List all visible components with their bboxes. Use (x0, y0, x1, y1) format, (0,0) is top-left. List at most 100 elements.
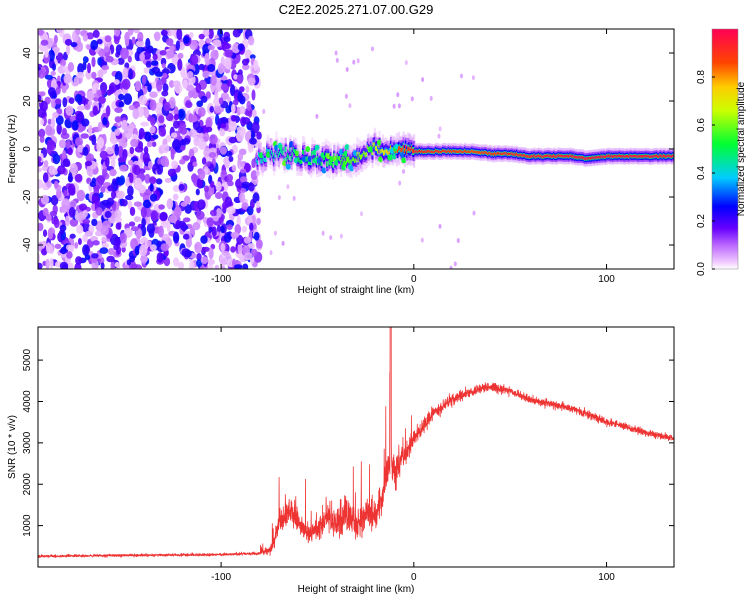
spectrogram-track-cell (281, 150, 284, 155)
colorbar-frame (711, 28, 739, 270)
spectrogram-track-cell (476, 150, 479, 154)
spectrogram-noise-blob (200, 95, 208, 103)
spectrogram-noise-blob (124, 128, 133, 140)
spectrogram-noise-blob (214, 264, 220, 269)
spectrogram-noise-blob (242, 263, 249, 269)
spectrogram-noise-blob (180, 126, 187, 135)
spectrogram-track-cell (384, 149, 387, 155)
spectrogram-noise-blob (134, 177, 143, 190)
spectrogram-noise-blob (252, 109, 257, 119)
spectrogram-noise-blob (52, 153, 61, 165)
spectrogram-track-cell (443, 149, 446, 153)
spectrogram-noise-blob (140, 206, 147, 219)
spectrogram-noise-blob (137, 31, 144, 42)
snr-y-tick-label: 3000 (22, 431, 33, 454)
spectrogram-noise-blob (175, 40, 180, 51)
spectrogram-track-cell (379, 150, 382, 154)
spectrogram-track-cell (579, 156, 582, 159)
spectrogram-track-cell (623, 155, 626, 159)
spectrogram-noise-blob (410, 96, 414, 102)
spectrogram-noise-blob (171, 29, 176, 37)
spectrogram-noise-blob (190, 54, 199, 66)
spectrogram-track-cell (324, 155, 327, 160)
spectrogram-noise-blob (245, 85, 250, 93)
spectrogram-y-tick-label: 40 (22, 47, 33, 59)
spectrogram-noise-blob (81, 118, 90, 127)
spectrogram-noise-blob (124, 31, 130, 44)
spectrogram-track-cell (605, 155, 608, 159)
spectrogram-track-cell (287, 153, 290, 158)
spectrogram-noise-blob (253, 59, 259, 71)
spectrogram-noise-blob (101, 242, 110, 249)
spectrogram-noise-blob (121, 199, 128, 207)
spectrogram-noise-blob (45, 124, 53, 136)
spectrogram-noise-blob (101, 236, 107, 242)
spectrogram-noise-blob (228, 136, 237, 144)
spectrogram-track-cell (537, 154, 541, 157)
spectrogram-noise-blob (155, 178, 163, 185)
spectrogram-noise-blob (108, 82, 118, 93)
spectrogram-noise-blob (217, 63, 225, 75)
spectrogram-track-cell (485, 151, 489, 155)
spectrogram-noise-blob (196, 177, 204, 189)
spectrogram-noise-blob (43, 160, 49, 168)
spectrogram-noise-blob (421, 77, 425, 83)
spectrogram-track-cell (506, 153, 509, 156)
spectrogram-track-cell (408, 146, 411, 151)
spectrogram-noise-blob (130, 138, 139, 148)
spectrogram-track-cell (448, 150, 452, 154)
spectrogram-noise-blob (176, 29, 183, 41)
spectrogram-noise-blob (91, 56, 96, 68)
spectrogram-noise-blob (75, 256, 83, 265)
spectrogram-track-cell (574, 155, 578, 159)
spectrogram-track-cell (307, 160, 310, 165)
spectrogram-track-cell (562, 154, 565, 158)
spectrogram-noise-blob (208, 247, 214, 260)
spectrogram-y-tick-label: 0 (22, 146, 33, 152)
spectrogram-noise-blob (233, 74, 239, 80)
spectrogram-noise-blob (182, 137, 191, 145)
spectrogram-track-cell (484, 151, 487, 154)
spectrogram-track-cell (453, 150, 456, 153)
spectrogram-track-cell (326, 161, 329, 167)
colorbar-ticks: 0.0 0.2 0.4 0.6 0.8 (696, 70, 715, 276)
spectrogram-noise-blob (202, 43, 210, 55)
spectrogram-noise-blob (243, 236, 252, 244)
spectrogram-noise-blob (81, 221, 90, 233)
spectrogram-noise-blob (56, 29, 63, 33)
spectrogram-noise-blob (352, 59, 356, 65)
spectrogram-noise-blob (371, 46, 374, 52)
spectrogram-noise-blob (92, 105, 99, 116)
spectrogram-noise-blob (239, 86, 245, 93)
spectrogram-track-cell (653, 154, 656, 158)
spectrogram-noise-blob (209, 147, 217, 154)
spectrogram-track-cell (615, 154, 618, 158)
spectrogram-track-cell (548, 154, 551, 158)
spectrogram-noise-blob (48, 165, 56, 175)
spectrogram-noise-blob (60, 59, 66, 67)
spectrogram-noise-blob (100, 226, 109, 236)
spectrogram-noise-blob (82, 209, 88, 218)
spectrogram-noise-blob (178, 183, 185, 191)
spectrogram-noise-blob (76, 105, 86, 111)
spectrogram-noise-blob (208, 29, 214, 39)
spectrogram-noise-blob (183, 36, 190, 44)
spectrogram-noise-blob (80, 133, 89, 139)
spectrogram-noise-blob (235, 208, 242, 215)
spectrogram-noise-blob (105, 146, 115, 155)
spectrogram-noise-blob (360, 211, 363, 217)
spectrogram-noise-blob (127, 159, 134, 166)
spectrogram-noise-blob (52, 46, 60, 53)
spectrogram-track-cell (474, 150, 477, 154)
spectrogram-noise-blob (237, 43, 245, 51)
spectrogram-noise-blob (46, 180, 52, 189)
spectrogram-noise-blob (47, 228, 54, 240)
spectrogram-noise-blob (142, 152, 150, 164)
spectrogram-noise-blob (85, 153, 95, 163)
snr-axes: -100 0 100 1000 2000 3000 4000 5000 (22, 327, 674, 583)
spectrogram-noise-blob (135, 40, 145, 48)
spectrogram-track-cell (561, 154, 564, 158)
spectrogram-noise-blob (91, 177, 97, 184)
spectrogram-noise-blob (224, 232, 232, 243)
spectrogram-noise-blob (157, 225, 164, 238)
